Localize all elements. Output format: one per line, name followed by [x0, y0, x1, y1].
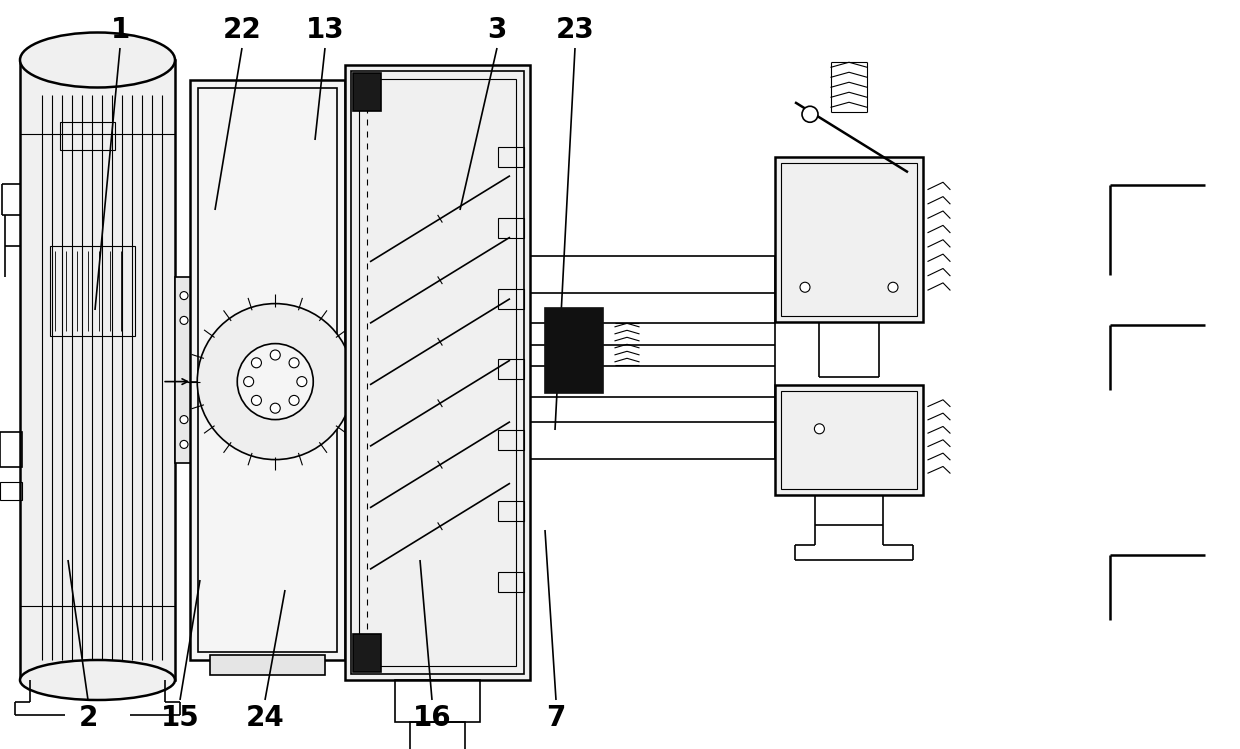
Bar	[410, 722, 465, 749]
Bar	[210, 655, 325, 675]
Circle shape	[270, 403, 280, 413]
Text: 1: 1	[110, 16, 130, 44]
Ellipse shape	[20, 32, 175, 88]
Circle shape	[815, 424, 825, 434]
Text: 23: 23	[556, 16, 594, 44]
Bar	[353, 634, 381, 672]
Bar	[353, 73, 381, 111]
Bar	[60, 122, 115, 150]
Circle shape	[888, 282, 898, 292]
Bar	[360, 79, 516, 666]
Circle shape	[180, 291, 188, 300]
Circle shape	[197, 303, 353, 460]
Text: 3: 3	[487, 16, 507, 44]
Circle shape	[180, 316, 188, 324]
Bar	[0, 482, 22, 500]
Circle shape	[252, 358, 262, 368]
Bar	[498, 148, 525, 167]
Bar	[190, 80, 345, 660]
Text: 15: 15	[161, 704, 200, 732]
Bar	[498, 501, 525, 521]
Bar	[50, 246, 135, 336]
Text: 13: 13	[306, 16, 345, 44]
Circle shape	[289, 395, 299, 405]
Ellipse shape	[20, 660, 175, 700]
Circle shape	[252, 395, 262, 405]
Circle shape	[180, 416, 188, 424]
Bar	[498, 218, 525, 238]
Circle shape	[180, 440, 188, 449]
Bar	[345, 65, 529, 680]
Bar	[546, 308, 603, 393]
Text: 24: 24	[246, 704, 284, 732]
Bar	[775, 157, 923, 322]
Bar	[175, 277, 193, 463]
Bar	[498, 288, 525, 309]
Bar	[198, 88, 337, 652]
Text: 7: 7	[547, 704, 565, 732]
Circle shape	[289, 358, 299, 368]
Text: 22: 22	[223, 16, 262, 44]
Bar	[775, 385, 923, 495]
Bar	[498, 571, 525, 592]
Bar	[351, 71, 525, 674]
Circle shape	[270, 350, 280, 360]
Bar	[781, 391, 918, 489]
Bar	[20, 60, 175, 680]
Text: 2: 2	[78, 704, 98, 732]
Text: 16: 16	[413, 704, 451, 732]
Circle shape	[237, 344, 314, 419]
Circle shape	[243, 377, 254, 386]
Bar	[498, 360, 525, 380]
Bar	[498, 430, 525, 450]
Bar	[0, 432, 22, 467]
Circle shape	[802, 106, 818, 122]
Bar	[396, 680, 480, 722]
Circle shape	[296, 377, 306, 386]
Circle shape	[800, 282, 810, 292]
Bar	[781, 163, 918, 316]
